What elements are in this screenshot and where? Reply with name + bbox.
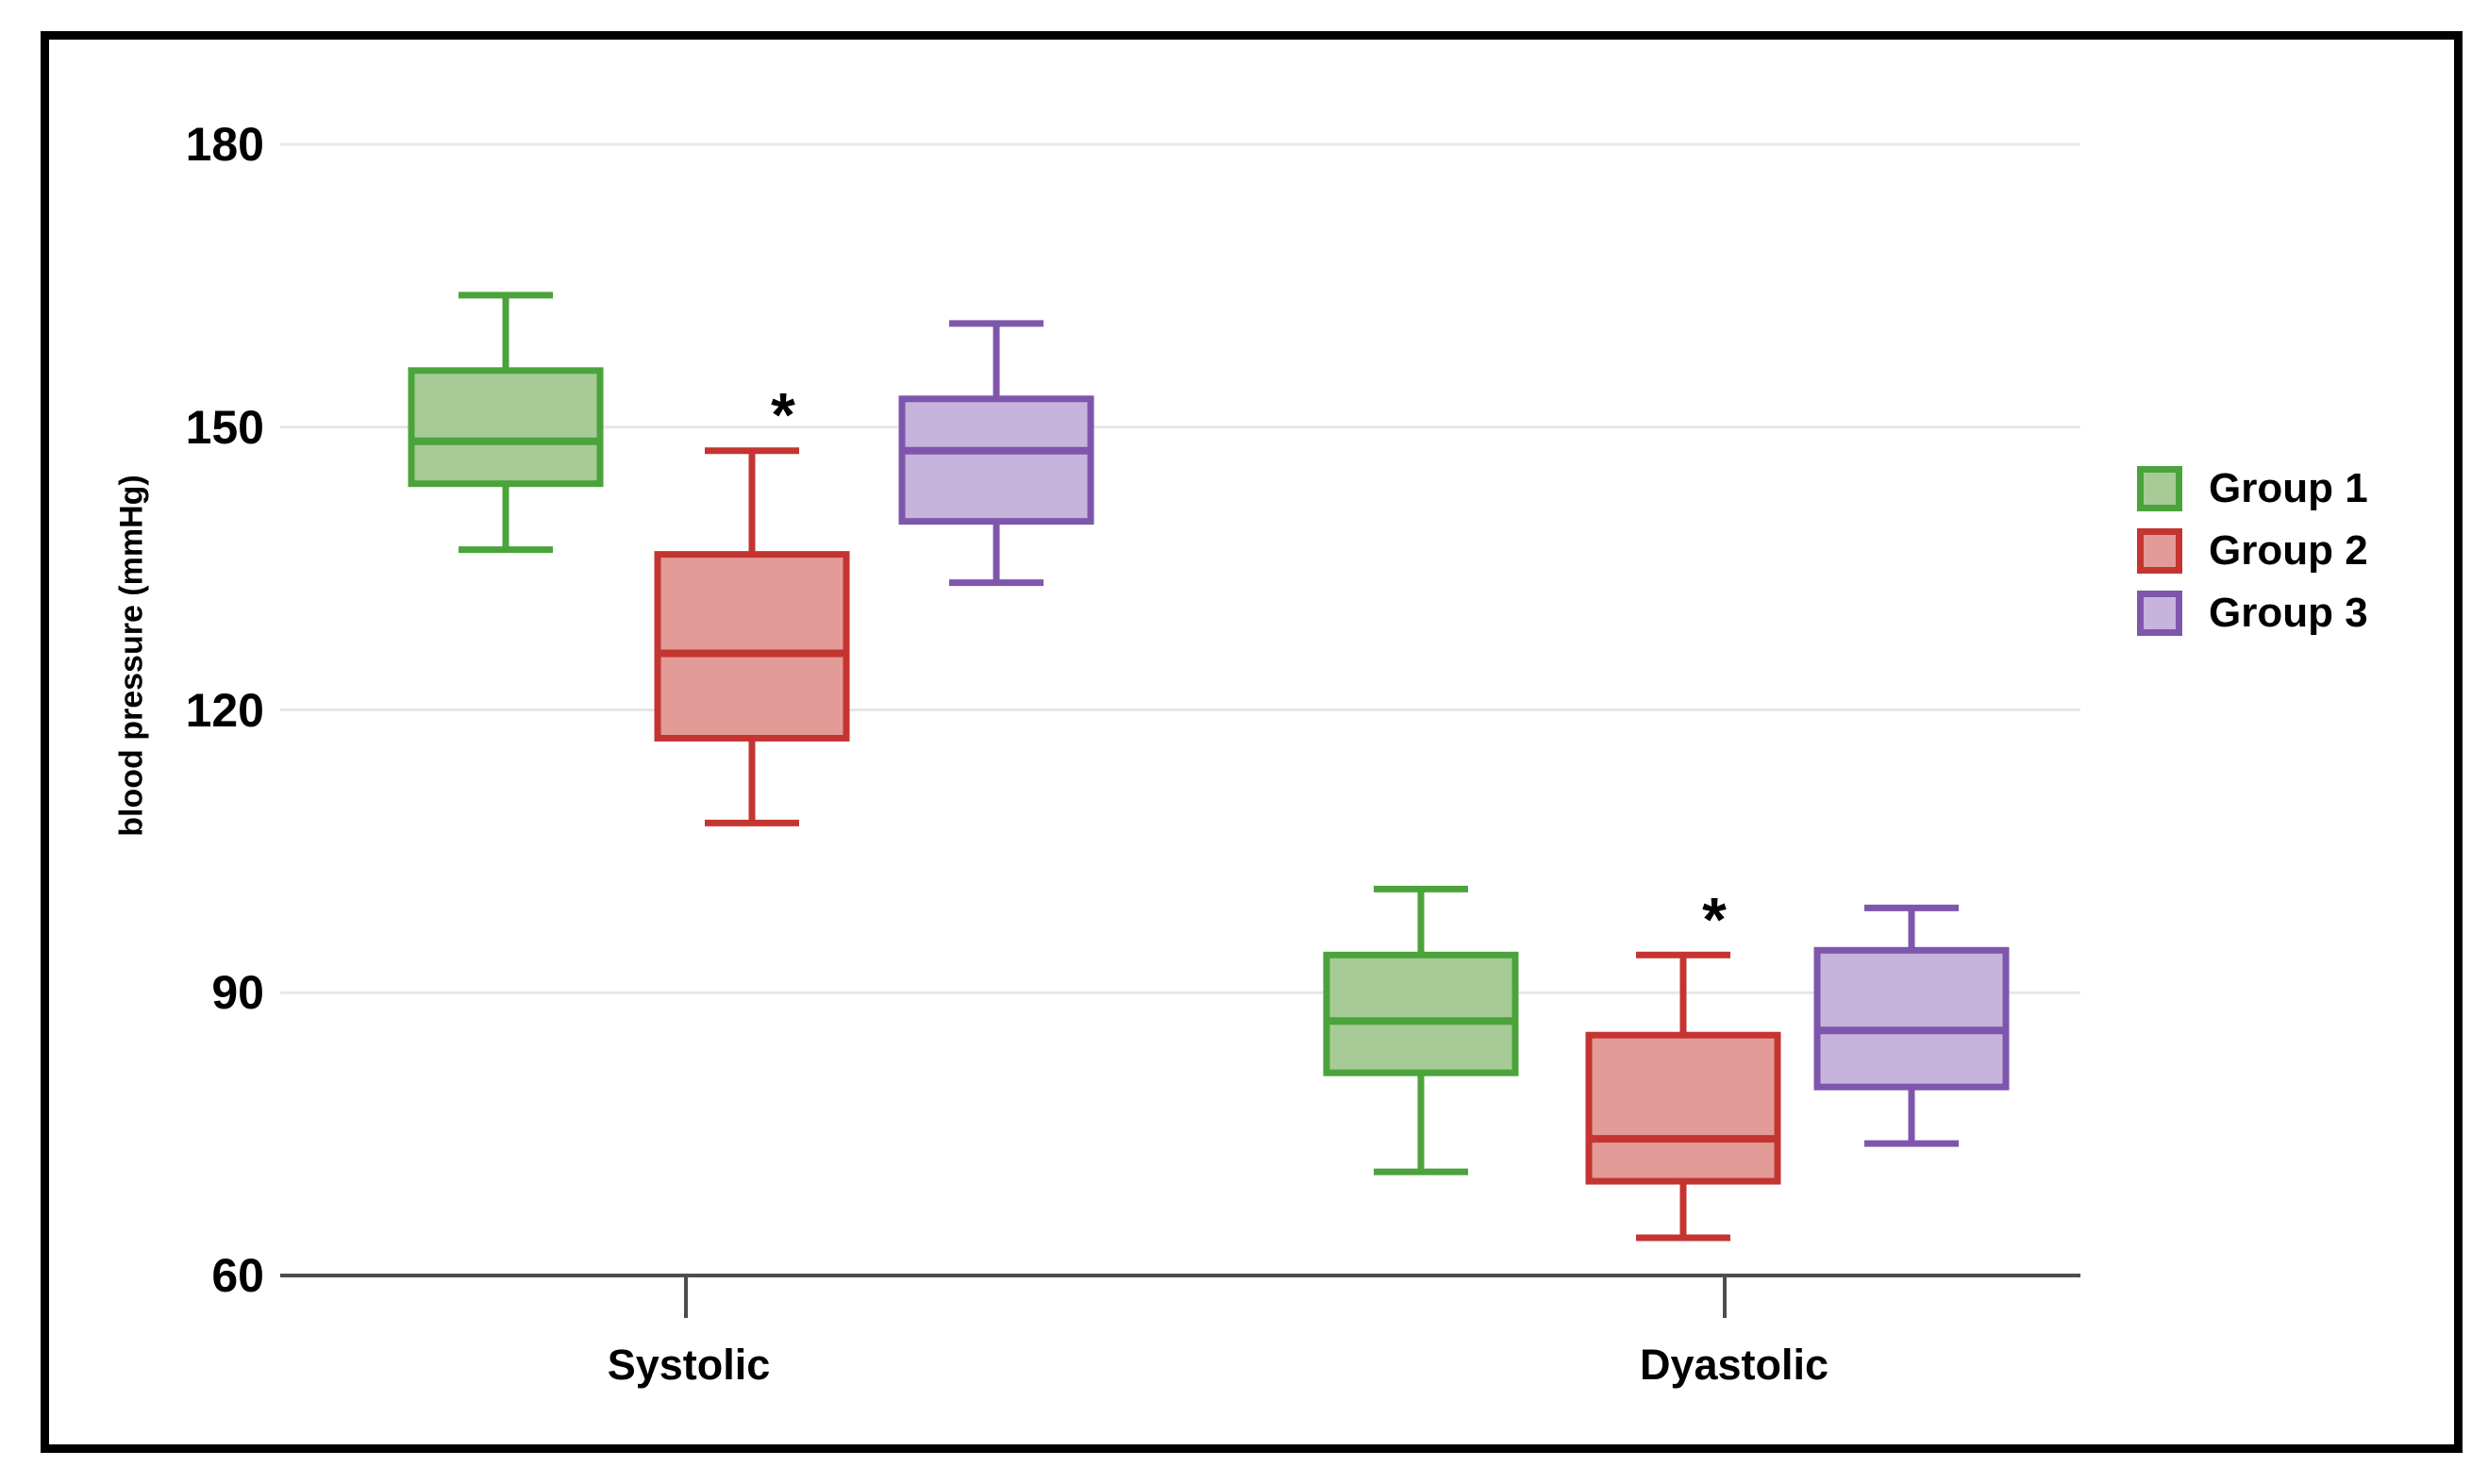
legend: Group 1 Group 2 Group 3 <box>2137 466 2368 636</box>
y-tick-label-180: 180 <box>185 118 264 171</box>
box-group-2-dyastolic <box>1585 1031 1781 1185</box>
legend-label-group-1: Group 1 <box>2209 465 2368 511</box>
box-group-3-systolic <box>898 395 1094 525</box>
y-tick-label-60: 60 <box>211 1249 264 1302</box>
box-group-1-dyastolic <box>1323 951 1519 1076</box>
legend-item-group-1: Group 1 <box>2137 466 2368 511</box>
y-axis-title: blood pressure (mmHg) <box>113 475 150 837</box>
legend-label-group-2: Group 2 <box>2209 527 2368 574</box>
figure-border-frame <box>41 31 2463 1453</box>
legend-swatch-group-2-icon <box>2137 528 2182 574</box>
legend-item-group-2: Group 2 <box>2137 528 2368 574</box>
box-group-2-systolic <box>654 551 850 742</box>
x-axis-label-dyastolic: Dyastolic <box>1639 1341 1829 1389</box>
x-axis-label-systolic: Systolic <box>607 1341 771 1389</box>
significance-asterisk-group-2-systolic: * <box>771 380 795 450</box>
legend-label-group-3: Group 3 <box>2209 590 2368 636</box>
box-group-1-systolic <box>408 367 604 488</box>
legend-swatch-group-1-icon <box>2137 466 2182 511</box>
y-tick-label-120: 120 <box>185 683 264 737</box>
legend-item-group-3: Group 3 <box>2137 591 2368 636</box>
legend-swatch-group-3-icon <box>2137 591 2182 636</box>
box-group-3-dyastolic <box>1813 946 2010 1091</box>
y-tick-label-150: 150 <box>185 400 264 454</box>
y-tick-label-90: 90 <box>211 966 264 1020</box>
significance-asterisk-group-2-dyastolic: * <box>1702 884 1727 954</box>
